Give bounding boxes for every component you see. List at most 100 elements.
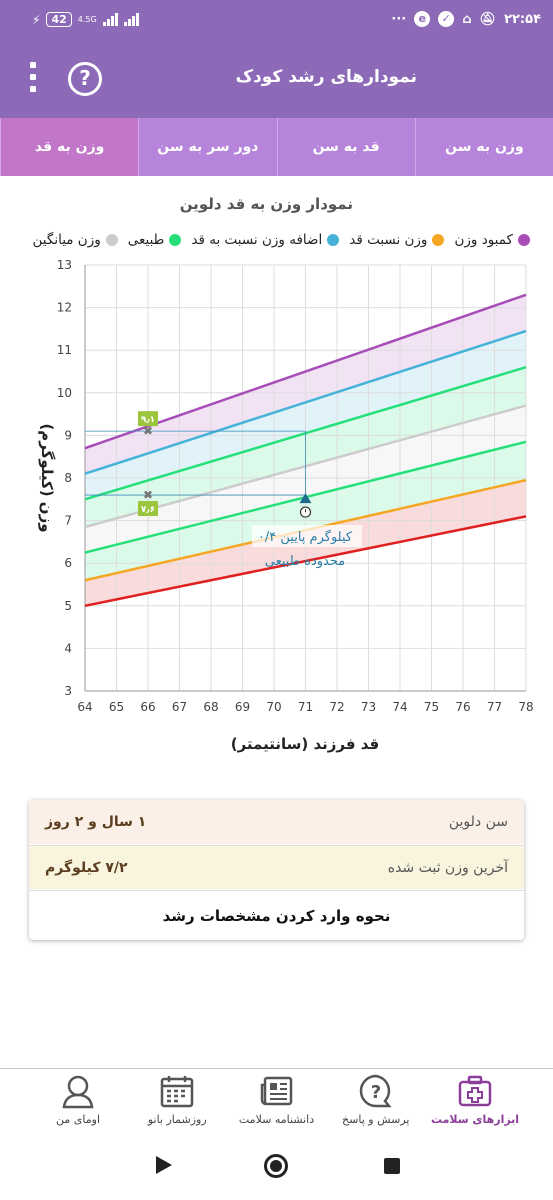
legend-dot — [327, 234, 340, 246]
home-button[interactable] — [264, 1154, 288, 1178]
medical-kit-icon — [458, 1075, 492, 1107]
nav-qa[interactable]: ? پرسش و پاسخ — [328, 1069, 424, 1134]
y-tick-label: 7 — [64, 514, 72, 528]
user-profile-icon — [62, 1075, 94, 1109]
charging-icon: ⚡ — [32, 12, 41, 27]
legend-label: طبیعی — [127, 232, 165, 248]
legend-dot — [105, 234, 118, 246]
nav-label: پرسش و پاسخ — [342, 1113, 410, 1126]
info-card: سن دلوین ۱ سال و ۲ روز آخرین وزن ثبت شده… — [29, 800, 524, 940]
x-tick-label: 65 — [109, 700, 124, 714]
recent-apps-button[interactable] — [384, 1158, 400, 1174]
question-bubble-icon: ? — [359, 1074, 392, 1108]
y-tick-label: 5 — [64, 599, 72, 613]
page-title: نمودارهای رشد کودک — [235, 67, 417, 87]
battery-indicator: 42 — [46, 12, 72, 27]
legend-item[interactable]: وزن میانگین — [33, 232, 118, 248]
series-line — [84, 293, 527, 450]
back-button[interactable] — [156, 1156, 172, 1174]
y-tick-label: 8 — [64, 471, 72, 485]
x-tick-label: 73 — [361, 700, 376, 714]
marker-cross: ✖ — [143, 488, 153, 502]
nav-encyclopedia[interactable]: دانشنامه سلامت — [229, 1069, 325, 1134]
svg-text:?: ? — [371, 1082, 381, 1103]
age-label: سن دلوین — [448, 814, 508, 830]
signal-icon-2 — [123, 13, 139, 26]
home-icon: ⌂ — [462, 11, 472, 27]
y-tick-label: 11 — [57, 343, 72, 357]
legend-dot — [169, 234, 182, 246]
x-tick-label: 75 — [424, 700, 439, 714]
nav-label: دانشنامه سلامت — [238, 1113, 315, 1126]
y-tick-label: 9 — [64, 428, 72, 442]
legend-item[interactable]: طبیعی — [128, 232, 182, 248]
nav-calendar[interactable]: روزشمار بانو — [129, 1069, 225, 1134]
status-bar: ⚡ 42 4.5G ··· e ✓ ⌂ 🔕︎ ۲۲:۵۴ — [0, 0, 553, 40]
x-tick-label: 64 — [77, 700, 92, 714]
y-axis-label: وزن (کیلوگرم) — [38, 423, 56, 532]
legend-dot — [518, 234, 530, 246]
annotation-text: ۰/۴ کیلوگرم پایین — [258, 529, 353, 545]
app-bar: ? نمودارهای رشد کودک — [0, 40, 553, 118]
weight-row: آخرین وزن ثبت شده ۷/۲ کیلوگرم — [29, 845, 524, 889]
nav-health-tools[interactable]: ابزارهای سلامت — [427, 1069, 523, 1134]
status-left: ⚡ 42 4.5G — [32, 12, 139, 27]
bottom-nav: ابزارهای سلامت ? پرسش و پاسخ دانشنامه سل… — [0, 1068, 553, 1134]
legend-label: وزن میانگین — [32, 232, 101, 248]
growth-chart[interactable]: 64 65 66 67 68 69 70 71 72 73 74 75 76 77 783456789101… — [0, 255, 553, 765]
tab-head-circumference[interactable]: دور سر به سن — [138, 118, 277, 176]
marker-label: ۷٫۶ — [141, 505, 155, 515]
age-value: ۱ سال و ۲ روز — [45, 814, 147, 830]
mute-bell-icon: 🔕︎ — [479, 11, 497, 27]
status-right: ··· e ✓ ⌂ 🔕︎ ۲۲:۵۴ — [391, 11, 541, 27]
marker-label-box — [138, 501, 158, 517]
x-tick-label: 70 — [266, 700, 281, 714]
legend-label: کمبود وزن — [454, 232, 513, 248]
y-tick-label: 10 — [57, 386, 72, 400]
arrow-marker — [299, 493, 312, 504]
legend-item[interactable]: اضافه وزن نسبت به قد — [191, 232, 340, 248]
newspaper-icon — [260, 1076, 292, 1106]
annotation-bg — [252, 525, 362, 547]
x-tick-label: 69 — [235, 700, 250, 714]
legend-dot — [432, 234, 445, 246]
app-e-icon: e — [414, 11, 431, 27]
help-button[interactable]: ? — [68, 62, 102, 96]
system-nav-bar — [0, 1134, 553, 1200]
nav-profile[interactable]: اومای من — [30, 1069, 126, 1134]
calendar-icon — [161, 1076, 194, 1108]
more-options-icon[interactable] — [30, 62, 38, 98]
chart-title: نمودار وزن به قد دلوین — [179, 195, 353, 213]
x-axis-label: قد فرزند (سانتیمتر) — [231, 735, 380, 753]
x-tick-label: 74 — [392, 700, 407, 714]
x-tick-label: 68 — [203, 700, 218, 714]
x-tick-label: 67 — [172, 700, 187, 714]
tab-weight-for-height[interactable]: وزن به قد — [0, 118, 139, 176]
marker-cross: ✖ — [143, 424, 153, 438]
signal-icon — [102, 13, 118, 26]
x-tick-label: 71 — [298, 700, 313, 714]
network-type: 4.5G — [77, 14, 97, 24]
tab-height-for-age[interactable]: قد به سن — [276, 118, 415, 176]
marker-label: ۹٫۱ — [141, 415, 155, 425]
y-tick-label: 6 — [64, 556, 72, 570]
y-tick-label: 4 — [64, 641, 72, 655]
legend-item[interactable]: کمبود وزن — [454, 232, 530, 248]
weight-label: آخرین وزن ثبت شده — [387, 859, 508, 876]
legend-item[interactable]: وزن نسبت قد — [349, 232, 445, 248]
age-row: سن دلوین ۱ سال و ۲ روز — [29, 800, 524, 844]
how-to-button[interactable]: نحوه وارد کردن مشخصات رشد — [29, 890, 524, 940]
annotation-text: محدوده طبیعی — [265, 554, 346, 569]
nav-label: اومای من — [56, 1113, 100, 1126]
y-tick-label: 13 — [57, 258, 72, 272]
weight-value: ۷/۲ کیلوگرم — [45, 859, 128, 876]
more-dots: ··· — [391, 11, 407, 27]
chart-tabs: وزن به سن قد به سن دور سر به سن وزن به ق… — [0, 118, 553, 176]
clock-time: ۲۲:۵۴ — [504, 11, 541, 27]
legend-label: وزن نسبت قد — [349, 232, 428, 248]
y-tick-label: 3 — [64, 684, 72, 698]
x-tick-label: 77 — [487, 700, 502, 714]
tab-weight-for-age[interactable]: وزن به سن — [414, 118, 553, 176]
y-tick-label: 12 — [57, 301, 72, 315]
x-tick-label: 72 — [329, 700, 344, 714]
